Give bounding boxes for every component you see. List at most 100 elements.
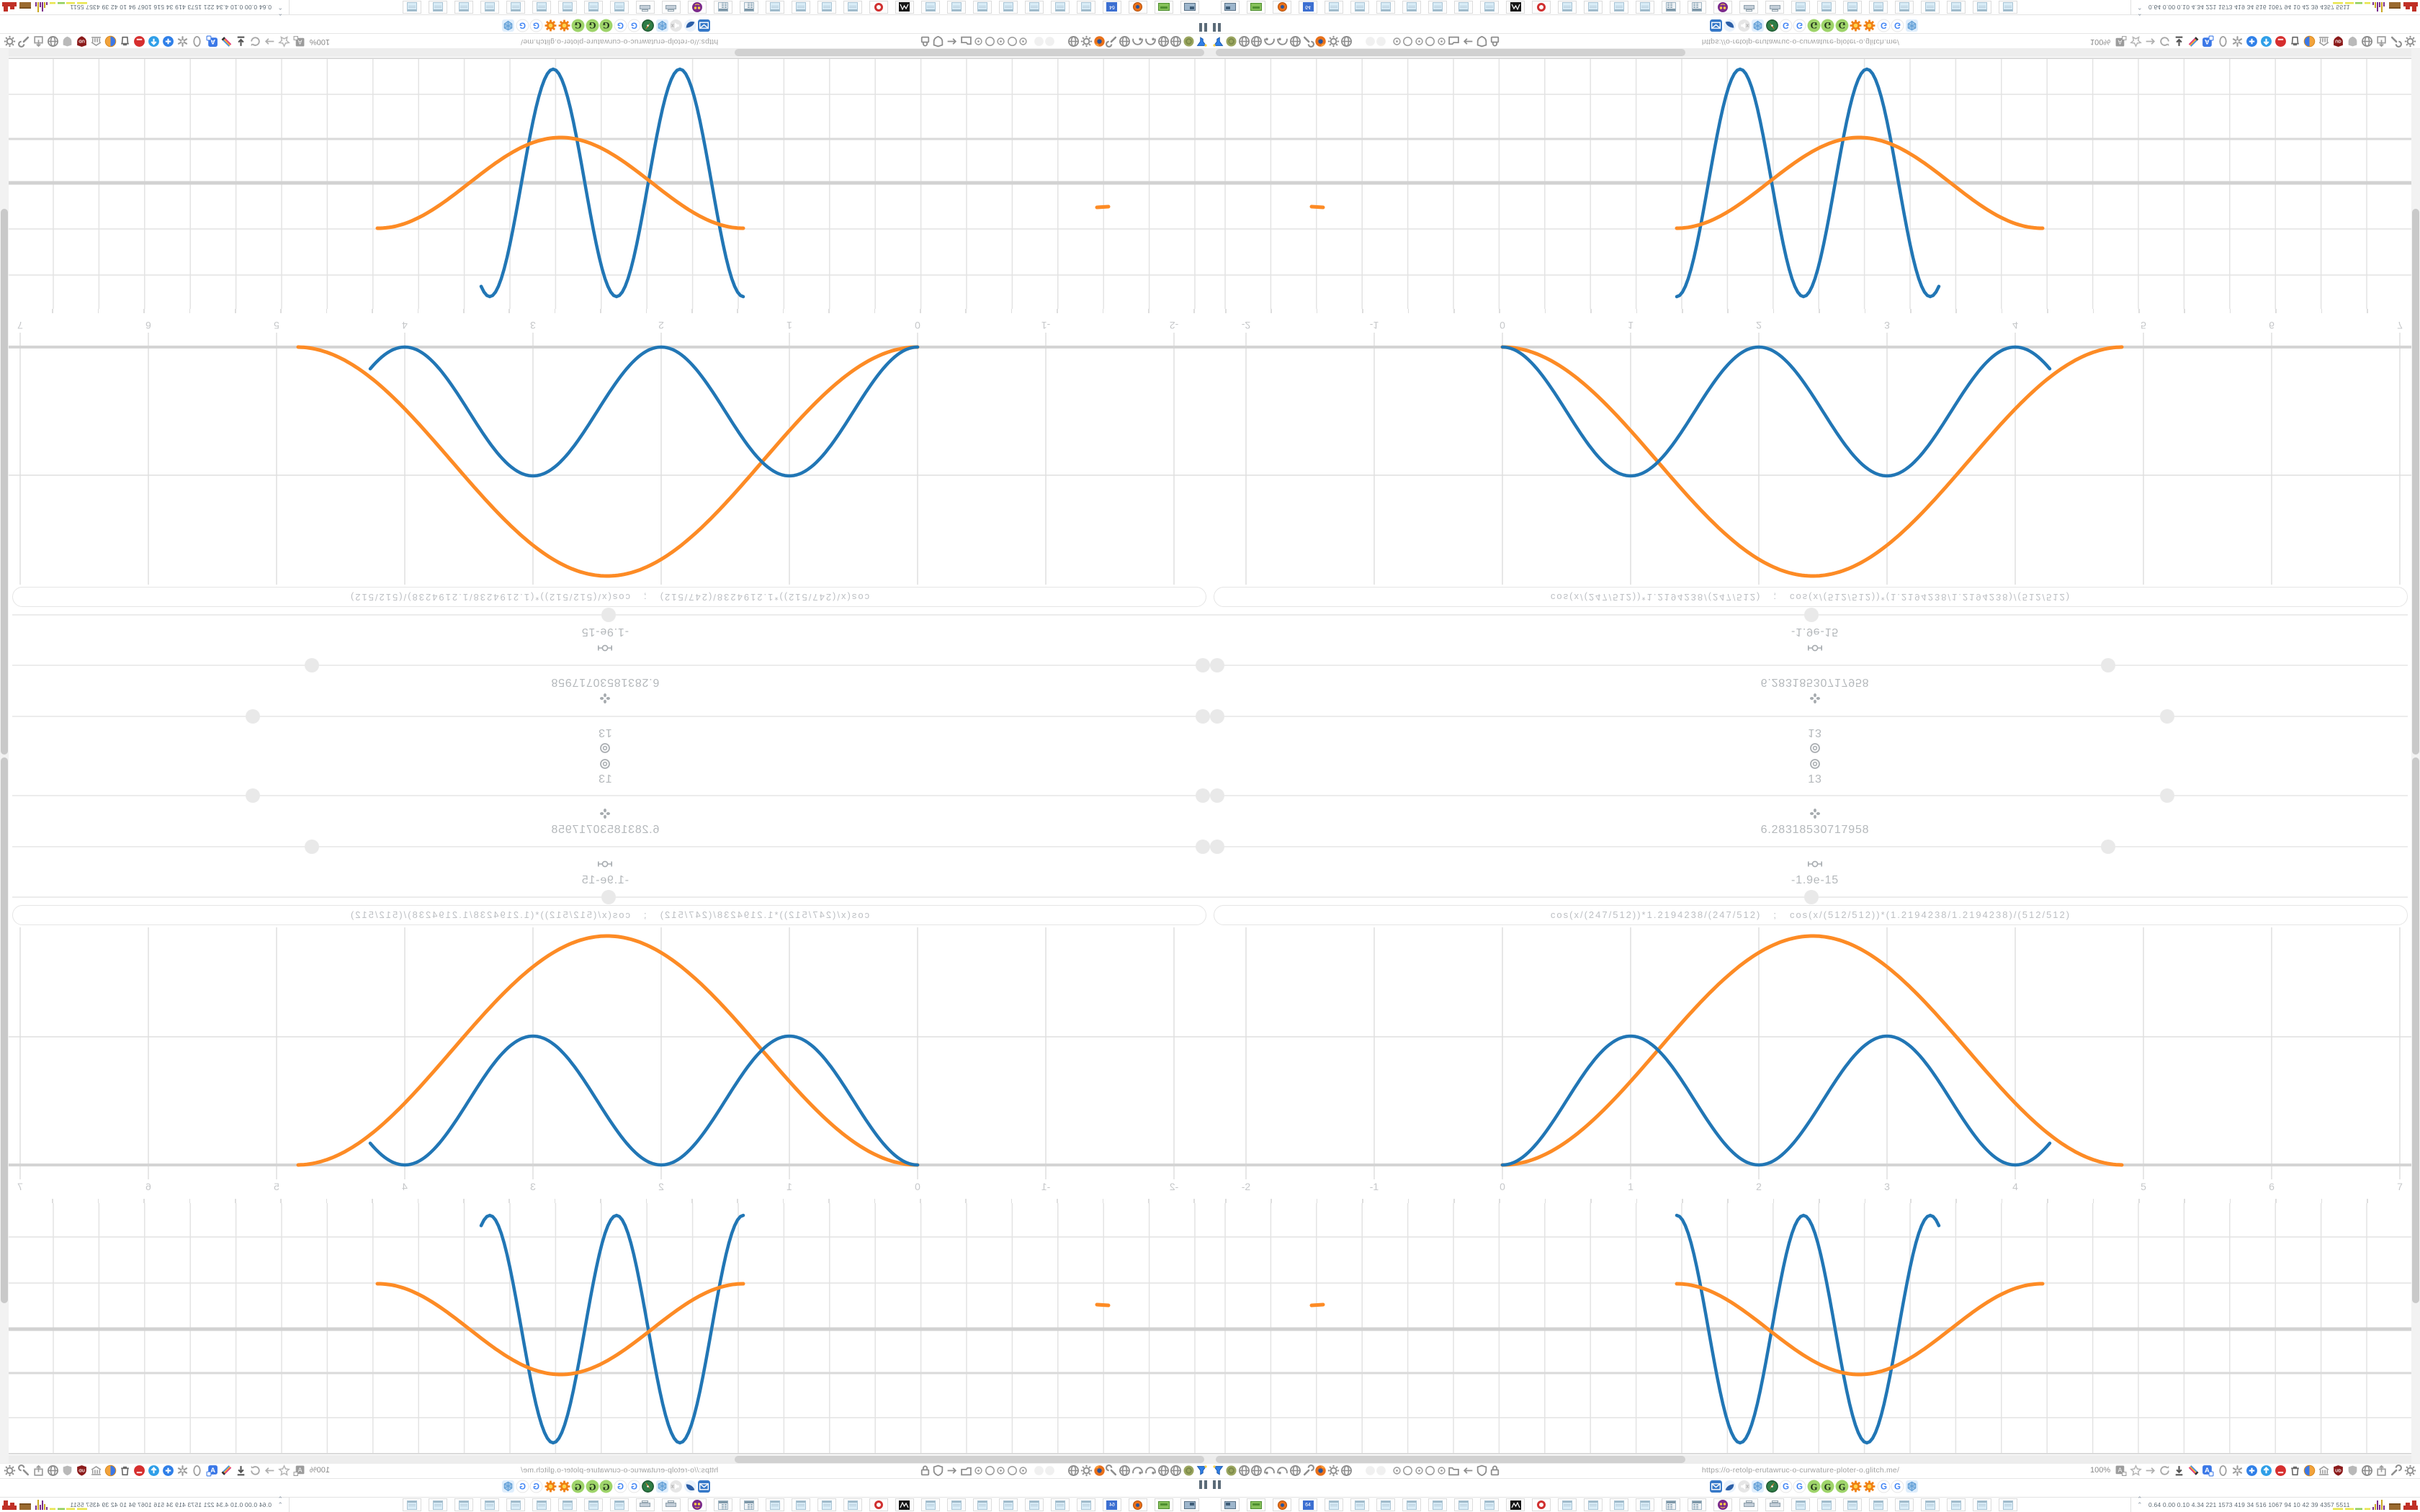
slider-handle[interactable] (601, 608, 616, 622)
google-g-icon[interactable]: G (1779, 19, 1793, 32)
wrench-icon[interactable] (18, 35, 30, 48)
taskbar-app-wolf[interactable] (895, 1, 914, 14)
plot-upper[interactable] (0, 927, 1210, 1179)
taskbar-app-floppy64[interactable]: 64 (1299, 1, 1317, 14)
google-g-icon[interactable]: G (1891, 1480, 1904, 1493)
google-g-icon[interactable]: G (516, 19, 529, 32)
globe-icon[interactable] (1157, 1464, 1170, 1477)
mute-icon[interactable] (1737, 1480, 1751, 1493)
green-g-icon[interactable]: G (1807, 1480, 1821, 1493)
ring-icon[interactable] (1006, 1464, 1018, 1477)
slider-handle[interactable] (1196, 788, 1210, 803)
taskbar-app-floppy64[interactable]: 64 (1103, 1, 1121, 14)
star-icon[interactable] (278, 35, 290, 48)
globe-icon[interactable] (1289, 35, 1301, 48)
translate-gray-icon[interactable]: A (2115, 35, 2127, 48)
system-monitor-widget[interactable]: ⌃ ⌃ 0.64 0.00 0.10 4.34 221 1573 419 34 5… (0, 1495, 290, 1512)
arrow-right-icon[interactable] (2144, 35, 2156, 48)
slider-track[interactable] (1210, 890, 2408, 904)
taskbar-app-note[interactable] (999, 1, 1018, 14)
folder-icon[interactable] (960, 35, 972, 48)
shield-ud-icon[interactable]: UD (76, 1464, 88, 1477)
taskbar-app-record[interactable] (1532, 1, 1551, 14)
translate-blue-icon[interactable]: A (206, 1464, 218, 1477)
slider-handle[interactable] (305, 658, 319, 672)
taskbar-app-note[interactable] (1895, 1498, 1914, 1511)
taskbar-app-note[interactable] (843, 1, 862, 14)
zoom-indicator[interactable]: 100% (309, 1466, 330, 1475)
google-g-icon[interactable]: G (614, 19, 627, 32)
globe-icon[interactable] (1157, 35, 1170, 48)
globe-color-icon[interactable] (104, 1464, 117, 1477)
arrow-left-icon[interactable] (946, 1464, 958, 1477)
globe-color-icon[interactable] (104, 35, 117, 48)
olive-icon[interactable] (1225, 35, 1237, 48)
mail-icon[interactable] (1709, 1480, 1723, 1493)
taskbar-app-wolf[interactable] (1506, 1498, 1525, 1511)
google-g-icon[interactable]: G (1779, 1480, 1793, 1493)
taskbar-app-firefox[interactable] (1273, 1498, 1291, 1511)
cube-icon[interactable] (1905, 19, 1919, 32)
translate-blue-icon[interactable]: A (2202, 1464, 2214, 1477)
expression-input[interactable]: cos(x/(247/512))*1.2194238/(247/512) ; c… (1214, 587, 2408, 607)
green-g-icon[interactable]: G (1821, 19, 1834, 32)
bird-icon[interactable] (684, 19, 697, 32)
taskbar-app-printer[interactable] (662, 1, 681, 14)
cube-icon[interactable] (1905, 1480, 1919, 1493)
taskbar-app-note[interactable] (973, 1, 992, 14)
shield-icon[interactable] (1476, 35, 1488, 48)
marker-icon[interactable] (220, 1464, 233, 1477)
taskbar-app-note[interactable] (792, 1498, 810, 1511)
taskbar-app-wolf[interactable] (1506, 1, 1525, 14)
lock-icon[interactable] (919, 35, 931, 48)
gear-icon[interactable] (4, 35, 16, 48)
ring-icon[interactable] (984, 35, 996, 48)
globe-color-icon[interactable] (2303, 1464, 2316, 1477)
google-g-icon[interactable]: G (614, 1480, 627, 1493)
globe-icon[interactable] (2361, 35, 2373, 48)
taskbar-app-note[interactable] (1376, 1, 1395, 14)
marker-icon[interactable] (220, 35, 233, 48)
marker-icon[interactable] (2187, 1464, 2200, 1477)
taskbar-app-calc[interactable] (1688, 1498, 1706, 1511)
dot-circle-icon[interactable] (1017, 35, 1029, 48)
circle-plus-icon[interactable] (162, 1464, 174, 1477)
taskbar-app-note[interactable] (1973, 1, 1991, 14)
compass-icon[interactable] (641, 1480, 655, 1493)
bank-icon[interactable] (2318, 35, 2330, 48)
horizontal-scrollbar-thumb[interactable] (735, 1456, 1204, 1463)
orange-gear-icon[interactable] (544, 19, 557, 32)
arrow-right-icon[interactable] (264, 35, 276, 48)
globe-icon[interactable] (1238, 1464, 1250, 1477)
taskbar-app-note[interactable] (1077, 1498, 1095, 1511)
globe-icon[interactable] (1067, 1464, 1080, 1477)
taskbar-app-note[interactable] (1973, 1498, 1991, 1511)
ring-icon[interactable] (1424, 35, 1436, 48)
arrow-left-icon[interactable] (946, 35, 958, 48)
translate-blue-icon[interactable]: A (206, 35, 218, 48)
google-g-icon[interactable]: G (627, 19, 641, 32)
google-g-icon[interactable]: G (627, 1480, 641, 1493)
arrow-right-icon[interactable] (2144, 1464, 2156, 1477)
gear-icon[interactable] (1327, 1464, 1340, 1477)
google-g-icon[interactable]: G (529, 1480, 543, 1493)
globe-icon[interactable] (1340, 35, 1353, 48)
taskbar-app-note[interactable] (973, 1498, 992, 1511)
taskbar-app-note[interactable] (1402, 1498, 1421, 1511)
plot-lower[interactable] (1210, 58, 2420, 309)
url-bar[interactable]: https://o-retolp-erutawruc-o-curwature-p… (520, 1466, 719, 1475)
globe-icon[interactable] (1250, 35, 1263, 48)
ghost-icon[interactable] (1364, 1464, 1376, 1477)
taskbar-app-note[interactable] (1610, 1498, 1628, 1511)
plot-upper[interactable] (1210, 927, 2420, 1179)
wrench-icon[interactable] (1302, 35, 1314, 48)
zoom-indicator[interactable]: 100% (2090, 37, 2111, 46)
taskbar-app-note[interactable] (610, 1498, 629, 1511)
bank-icon[interactable] (90, 35, 102, 48)
gear-icon[interactable] (2404, 1464, 2416, 1477)
taskbar-app-note[interactable] (1051, 1498, 1070, 1511)
dot-circle-icon[interactable] (972, 1464, 985, 1477)
horizontal-scrollbar-thumb[interactable] (1216, 1456, 1685, 1463)
refresh-icon[interactable] (249, 1464, 261, 1477)
taskbar-app-note[interactable] (480, 1498, 499, 1511)
